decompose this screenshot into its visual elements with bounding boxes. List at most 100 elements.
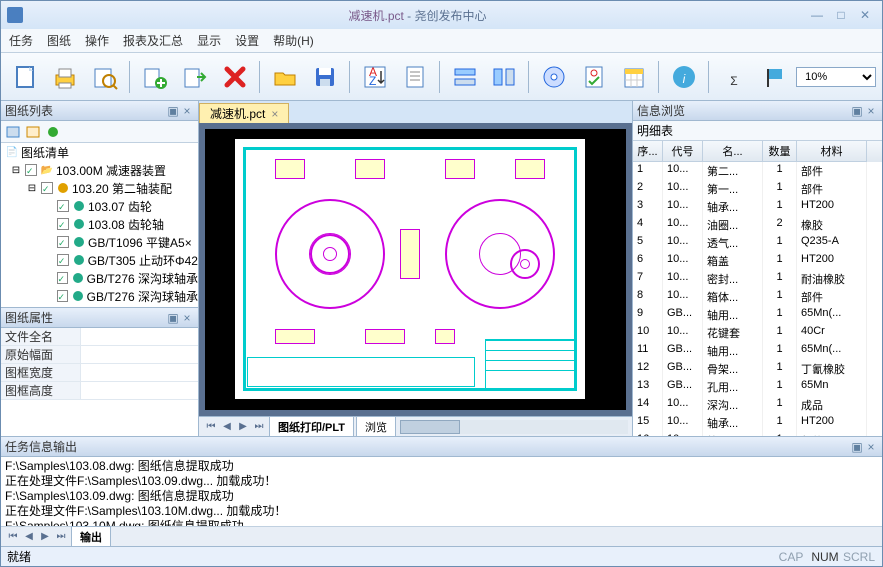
nav-first-icon[interactable]: ⏮ [203,419,219,435]
table-row[interactable]: 11GB...轴用...165Mn(... [633,342,882,360]
prop-row: 原始幅面 [1,346,198,364]
menu-操作[interactable]: 操作 [85,32,109,49]
new-button[interactable] [7,59,43,95]
menubar: 任务图纸操作报表及汇总显示设置帮助(H) [1,29,882,53]
table-row[interactable]: 1510...轴承...1HT200 [633,414,882,432]
drawing-paper [235,139,585,399]
pin-icon[interactable]: ▣ [850,440,864,454]
table-row[interactable]: 510...透气...1Q235-A [633,234,882,252]
drawing-canvas[interactable] [205,129,626,410]
tree-item[interactable]: GB/T276 深沟球轴承 [1,287,198,305]
pin-icon[interactable]: ▣ [166,104,180,118]
num-indicator: NUM [808,550,842,564]
table-row[interactable]: 1010...花键套140Cr [633,324,882,342]
menu-显示[interactable]: 显示 [197,32,221,49]
col-header[interactable]: 名... [703,141,763,162]
export-sheet-button[interactable] [177,59,213,95]
report-button[interactable] [397,59,433,95]
stamp-button[interactable] [576,59,612,95]
close-button[interactable]: ✕ [854,6,876,24]
menu-报表及汇总[interactable]: 报表及汇总 [123,32,183,49]
pin-icon[interactable]: ▣ [166,311,180,325]
table-row[interactable]: 810...箱体...1部件 [633,288,882,306]
col-header[interactable]: 代号 [663,141,703,162]
table-row[interactable]: 410...油圈...2橡胶 [633,216,882,234]
table-row[interactable]: 1410...深沟...1成品 [633,396,882,414]
table-row[interactable]: 210...第一...1部件 [633,180,882,198]
nav-next-icon[interactable]: ▶ [37,529,53,545]
tree-item[interactable]: ⊟103.20 第二轴装配 [1,179,198,197]
print-button[interactable] [47,59,83,95]
menu-帮助(H)[interactable]: 帮助(H) [273,32,314,49]
table-row[interactable]: 310...轴承...1HT200 [633,198,882,216]
col-header[interactable]: 数量 [763,141,797,162]
sigma-button[interactable]: Σ [716,59,752,95]
close-icon[interactable]: × [864,440,878,454]
zoom-select[interactable]: 10% [796,67,876,87]
document-tabs: 减速机.pct× [199,101,632,123]
nav-prev-icon[interactable]: ◀ [219,419,235,435]
pin-icon[interactable]: ▣ [850,104,864,118]
calendar-button[interactable] [616,59,652,95]
output-tabs: ⏮ ◀ ▶ ⏭ 输出 [1,526,882,546]
sort-button[interactable]: AZ [357,59,393,95]
table-row[interactable]: 9GB...轴用...165Mn(... [633,306,882,324]
menu-设置[interactable]: 设置 [235,32,259,49]
tree-ic2[interactable] [25,124,41,140]
close-icon[interactable]: × [864,104,878,118]
toolbar: AZ i Σ 10% [1,53,882,101]
menu-任务[interactable]: 任务 [9,32,33,49]
tab-print[interactable]: 图纸打印/PLT [269,416,354,438]
nav-prev-icon[interactable]: ◀ [21,529,37,545]
statusbar: 就绪 CAP NUM SCRL [1,546,882,566]
preview-button[interactable] [87,59,123,95]
folder-button[interactable] [267,59,303,95]
nav-last-icon[interactable]: ⏭ [53,529,69,545]
disc-button[interactable] [536,59,572,95]
svg-text:Σ: Σ [731,74,738,88]
tree-item[interactable]: ⊟📂103.00M 减速器装置 [1,161,198,179]
table-row[interactable]: 610...箱盖1HT200 [633,252,882,270]
table-row[interactable]: 13GB...孔用...165Mn [633,378,882,396]
tree-ic3[interactable] [45,124,61,140]
tab-close-icon[interactable]: × [271,107,278,121]
nav-first-icon[interactable]: ⏮ [5,529,21,545]
nav-next-icon[interactable]: ▶ [235,419,251,435]
document-tab[interactable]: 减速机.pct× [199,103,289,123]
maximize-button[interactable]: □ [830,6,852,24]
tree-panel-header: 图纸列表 ▣ × [1,101,198,121]
status-text: 就绪 [7,548,31,565]
layout1-button[interactable] [447,59,483,95]
info-button[interactable]: i [666,59,702,95]
tree-item[interactable]: 103.08 齿轮轴 [1,215,198,233]
tree-item[interactable]: GB/T1096 平键A5× [1,233,198,251]
tab-browse[interactable]: 浏览 [356,416,396,438]
h-scrollbar[interactable] [400,420,628,434]
tree-item[interactable]: 103.07 齿轮 [1,197,198,215]
minimize-button[interactable]: — [806,6,828,24]
detail-grid[interactable]: 序...代号名...数量材料 110...第二...1部件210...第一...… [633,141,882,436]
close-icon[interactable]: × [180,104,194,118]
close-icon[interactable]: × [180,311,194,325]
add-sheet-button[interactable] [137,59,173,95]
nav-last-icon[interactable]: ⏭ [251,419,267,435]
save-button[interactable] [307,59,343,95]
col-header[interactable]: 材料 [797,141,867,162]
flag-button[interactable] [756,59,792,95]
tree-ic1[interactable] [5,124,21,140]
svg-text:Z: Z [369,74,376,88]
tree-toolbar [1,121,198,143]
delete-button[interactable] [217,59,253,95]
table-row[interactable]: 710...密封...1耐油橡胶 [633,270,882,288]
props-panel-header: 图纸属性 ▣ × [1,308,198,328]
col-header[interactable]: 序... [633,141,663,162]
tree-item[interactable]: GB/T276 深沟球轴承 [1,269,198,287]
drawing-tree[interactable]: 📄图纸清单 ⊟📂103.00M 减速器装置⊟103.20 第二轴装配103.07… [1,143,198,308]
table-row[interactable]: 110...第二...1部件 [633,162,882,180]
tree-item[interactable]: GB/T305 止动环Φ42 [1,251,198,269]
table-row[interactable]: 12GB...骨架...1丁氰橡胶 [633,360,882,378]
tab-output[interactable]: 输出 [71,526,111,548]
layout2-button[interactable] [486,59,522,95]
app-icon [7,7,23,23]
menu-图纸[interactable]: 图纸 [47,32,71,49]
